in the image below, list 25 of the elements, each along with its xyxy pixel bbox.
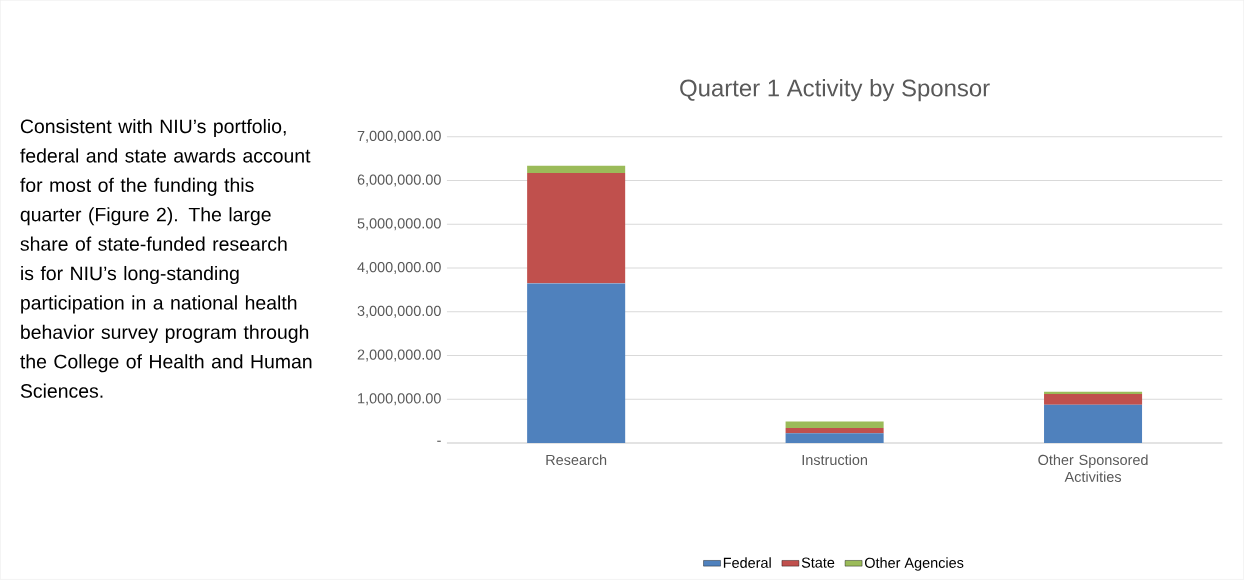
bar <box>785 421 884 429</box>
y-tick-label: 2,000,000.00 <box>357 349 441 362</box>
x-tick-label: Research <box>546 454 607 466</box>
y-tick-label: - <box>437 440 441 442</box>
y-tick-label: 6,000,000.00 <box>357 174 441 187</box>
y-tick-label: 3,000,000.00 <box>357 305 441 318</box>
bar <box>785 428 884 434</box>
bar <box>1044 405 1143 444</box>
bar <box>527 173 626 284</box>
y-tick-label: 5,000,000.00 <box>357 218 441 231</box>
y-tick-label: 7,000,000.00 <box>357 130 441 143</box>
legend-label: Federal <box>723 557 771 569</box>
legend-label: Other Agencies <box>864 557 964 571</box>
bar <box>527 283 626 444</box>
y-tick-label: 1,000,000.00 <box>358 393 441 406</box>
bar <box>1044 394 1143 406</box>
bar <box>785 433 884 444</box>
legend-label: State <box>801 557 835 568</box>
x-tick-label: Other Sponsored Activities <box>1038 454 1148 483</box>
x-tick-label: Instruction <box>802 454 867 466</box>
y-tick-label: 4,000,000.00 <box>357 262 441 275</box>
text: Consistent with NIU’s portfolio, federal and state awards account for most of the funding this quarter (Figure 2). The large share of state-funded research is for NIU’s long-standing participation in a national health behavior survey program through the College of Health and Human Sciences. <box>20 119 312 399</box>
bar <box>1044 391 1143 395</box>
chart-title: Quarter 1 Activity by Sponsor <box>680 79 990 102</box>
bar <box>527 165 626 174</box>
